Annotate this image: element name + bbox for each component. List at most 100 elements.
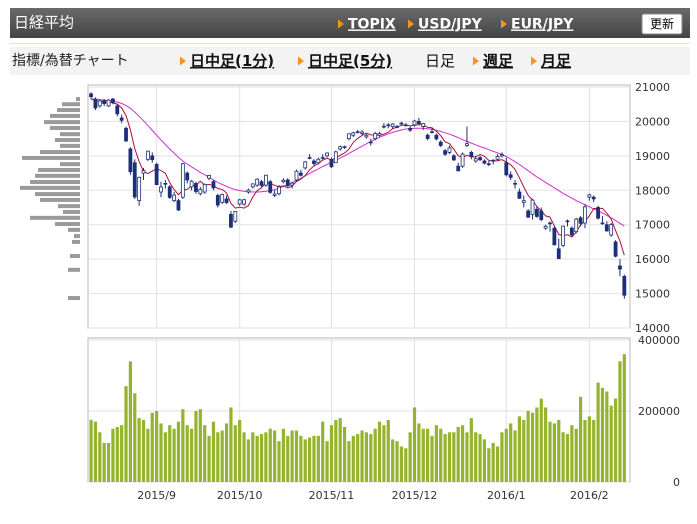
- candle-body: [312, 160, 316, 164]
- candle-body: [211, 181, 216, 189]
- tab[interactable]: 日中足(5分): [308, 52, 392, 70]
- candle-body: [194, 182, 198, 192]
- candle-body: [604, 224, 609, 232]
- candle-body: [351, 132, 356, 136]
- volume-bar: [338, 418, 342, 482]
- refresh-button[interactable]: [641, 13, 683, 35]
- volume-profile-bar: [60, 143, 80, 148]
- link-arrow[interactable]: [338, 19, 344, 29]
- volume-bar: [565, 434, 570, 482]
- candle-body: [347, 133, 351, 140]
- volume-bar: [530, 412, 535, 482]
- tab-active: 日足: [425, 52, 455, 70]
- volume-bar: [495, 446, 500, 482]
- tab[interactable]: 日中足(1分): [190, 52, 274, 70]
- candle-body: [465, 143, 469, 146]
- candle-body: [316, 158, 321, 164]
- candle-body: [132, 162, 137, 198]
- tab-arrow[interactable]: [180, 56, 186, 66]
- volume-bar: [128, 361, 132, 482]
- candle-body: [294, 170, 299, 181]
- candle-body: [167, 186, 172, 198]
- volume-bar: [369, 434, 373, 482]
- candle-body: [368, 141, 373, 144]
- tab[interactable]: 週足: [483, 52, 514, 70]
- volume-bar: [106, 442, 111, 482]
- header-link[interactable]: TOPIX: [348, 17, 396, 33]
- candle-body: [242, 199, 246, 205]
- volume-bar: [229, 407, 233, 482]
- candle-body: [618, 265, 622, 270]
- header-link[interactable]: USD/JPY: [418, 17, 483, 33]
- volume-bar: [207, 435, 211, 482]
- volume-bar: [98, 432, 102, 482]
- volume-bar: [439, 428, 443, 482]
- volume-bar: [211, 421, 216, 482]
- volume-bar: [513, 430, 517, 482]
- volume-bar: [474, 432, 478, 482]
- candle-body: [386, 124, 391, 127]
- volume-bar: [102, 442, 106, 482]
- tab-arrow[interactable]: [531, 56, 537, 66]
- volume-bar: [552, 423, 556, 482]
- volume-bar: [600, 387, 605, 482]
- candle-body: [399, 122, 404, 125]
- volume-bar: [360, 430, 364, 482]
- candle-body: [325, 152, 329, 157]
- volume-bar: [377, 421, 382, 482]
- volume-bar: [259, 434, 264, 482]
- volume-bar: [251, 432, 255, 482]
- volume-bar: [421, 428, 425, 482]
- volume-bar: [417, 423, 421, 482]
- volume-bar: [273, 430, 277, 482]
- volume-bar: [216, 432, 220, 482]
- candle-body: [583, 206, 587, 224]
- candle-body: [229, 213, 233, 228]
- volume-bar: [526, 411, 530, 482]
- candle-body: [521, 200, 526, 203]
- candle-body: [526, 210, 531, 218]
- volume-bar: [447, 432, 452, 482]
- volume-bar: [382, 425, 386, 482]
- header-link[interactable]: EUR/JPY: [511, 17, 574, 33]
- volume-bar: [596, 382, 600, 482]
- volume-profile-bar: [50, 125, 80, 130]
- candle-body: [298, 172, 303, 176]
- candle-body: [246, 189, 251, 193]
- candle-body: [596, 207, 600, 219]
- volume-bar: [120, 425, 124, 482]
- volume-bar: [176, 421, 181, 482]
- tab-arrow[interactable]: [473, 56, 479, 66]
- candle-body: [159, 186, 163, 193]
- volume-bar: [233, 425, 237, 482]
- volume-bar: [181, 409, 185, 482]
- candle-body: [137, 176, 142, 202]
- candle-body: [198, 188, 203, 195]
- refresh-button-label[interactable]: 更新: [650, 16, 674, 31]
- candle-body: [338, 146, 343, 150]
- candle-body: [539, 210, 544, 221]
- candle-body: [552, 227, 557, 246]
- candle-body: [176, 200, 181, 211]
- volume-bar: [150, 412, 154, 482]
- volume-bar: [133, 393, 137, 482]
- candle-body: [224, 198, 229, 203]
- link-arrow[interactable]: [501, 19, 507, 29]
- link-arrow[interactable]: [408, 19, 414, 29]
- volume-profile-bar: [40, 150, 80, 155]
- volume-bar: [294, 430, 299, 482]
- volume-bar: [189, 428, 194, 482]
- candle-body: [412, 120, 417, 126]
- tab-arrow[interactable]: [298, 56, 304, 66]
- tab[interactable]: 月足: [540, 52, 572, 70]
- volume-bar: [194, 411, 198, 482]
- volume-bar: [242, 432, 246, 482]
- volume-profile-bar: [72, 239, 80, 244]
- candle-body: [202, 183, 207, 193]
- volume-bar: [255, 435, 259, 482]
- candle-body: [333, 151, 338, 164]
- candle-body: [425, 134, 430, 139]
- volume-bar: [124, 386, 128, 482]
- y-tick-label: 21000: [635, 81, 670, 94]
